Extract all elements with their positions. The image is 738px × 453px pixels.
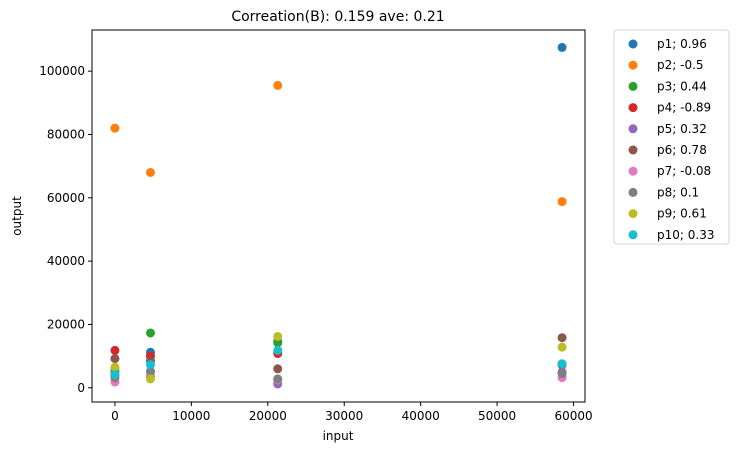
legend-marker-p6 bbox=[628, 145, 638, 155]
scatter-point-p8 bbox=[145, 366, 155, 376]
y-tick-label: 80000 bbox=[47, 127, 85, 141]
legend-marker-p10 bbox=[628, 230, 638, 240]
legend-frame bbox=[613, 29, 730, 245]
y-tick-label: 20000 bbox=[47, 317, 85, 331]
legend-label-p4: p4; -0.89 bbox=[657, 101, 711, 115]
legend-marker-p4 bbox=[628, 103, 638, 113]
x-axis-title: input bbox=[323, 429, 354, 443]
y-axis-title: output bbox=[10, 196, 24, 236]
legend: p1; 0.96 p2; -0.5 p3; 0.44 p4; -0.89 p5; 0.3… bbox=[613, 29, 730, 245]
x-tick-label: 20000 bbox=[249, 409, 287, 423]
scatter-point-p6 bbox=[110, 354, 120, 364]
legend-label-p1: p1; 0.96 bbox=[657, 37, 707, 51]
scatter-point-p1 bbox=[557, 42, 567, 52]
scatter-point-p6 bbox=[273, 364, 283, 374]
scatter-point-p8 bbox=[273, 374, 283, 384]
scatter-point-p9 bbox=[110, 362, 120, 372]
legend-label-p5: p5; 0.32 bbox=[657, 122, 707, 136]
scatter-point-p6 bbox=[557, 333, 567, 343]
y-tick-label: 0 bbox=[77, 381, 85, 395]
plot-area: 0 10000 20000 30000 40000 50000 60000 0 20000 40… bbox=[39, 29, 593, 423]
legend-label-p7: p7; -0.08 bbox=[657, 164, 711, 178]
x-tick-label: 60000 bbox=[554, 409, 592, 423]
scatter-point-p10 bbox=[557, 359, 567, 369]
scatter-point-p2 bbox=[557, 197, 567, 207]
legend-label-p6: p6; 0.78 bbox=[657, 143, 707, 157]
x-tick-label: 10000 bbox=[172, 409, 210, 423]
scatter-point-p10 bbox=[110, 369, 120, 379]
y-axis: 0 20000 40000 60000 80000 100000 bbox=[39, 64, 92, 395]
data-points bbox=[110, 42, 567, 389]
x-tick-label: 50000 bbox=[478, 409, 516, 423]
legend-label-p10: p10; 0.33 bbox=[657, 228, 714, 242]
scatter-point-p9 bbox=[145, 374, 155, 384]
scatter-point-p2 bbox=[145, 167, 155, 177]
scatter-point-p8 bbox=[557, 369, 567, 379]
scatter-point-p3 bbox=[273, 338, 283, 348]
legend-marker-p8 bbox=[628, 187, 638, 197]
scatter-point-p10 bbox=[273, 345, 283, 355]
scatter-point-p10 bbox=[145, 360, 155, 370]
scatter-point-p9 bbox=[557, 342, 567, 352]
y-tick-label: 60000 bbox=[47, 191, 85, 205]
legend-label-p9: p9; 0.61 bbox=[657, 207, 707, 221]
legend-marker-p3 bbox=[628, 81, 638, 91]
legend-marker-p9 bbox=[628, 209, 638, 219]
plot-frame bbox=[91, 29, 586, 403]
scatter-point-p2 bbox=[273, 80, 283, 90]
y-tick-label: 40000 bbox=[47, 254, 85, 268]
legend-marker-p5 bbox=[628, 124, 638, 134]
scatter-point-p3 bbox=[145, 328, 155, 338]
legend-label-p8: p8; 0.1 bbox=[657, 185, 699, 199]
x-tick-label: 40000 bbox=[402, 409, 440, 423]
legend-marker-p1 bbox=[628, 39, 638, 49]
scatter-point-p4 bbox=[110, 345, 120, 355]
legend-marker-p7 bbox=[628, 166, 638, 176]
x-axis: 0 10000 20000 30000 40000 50000 60000 bbox=[111, 402, 593, 423]
scatter-point-p9 bbox=[273, 331, 283, 341]
y-tick-label: 100000 bbox=[39, 64, 85, 78]
scatter-point-p2 bbox=[110, 123, 120, 133]
legend-label-p3: p3; 0.44 bbox=[657, 79, 707, 93]
x-tick-label: 30000 bbox=[325, 409, 363, 423]
legend-marker-p2 bbox=[628, 60, 638, 70]
legend-label-p2: p2; -0.5 bbox=[657, 58, 704, 72]
x-tick-label: 0 bbox=[111, 409, 119, 423]
chart-title: Correation(B): 0.159 ave: 0.21 bbox=[231, 9, 444, 25]
